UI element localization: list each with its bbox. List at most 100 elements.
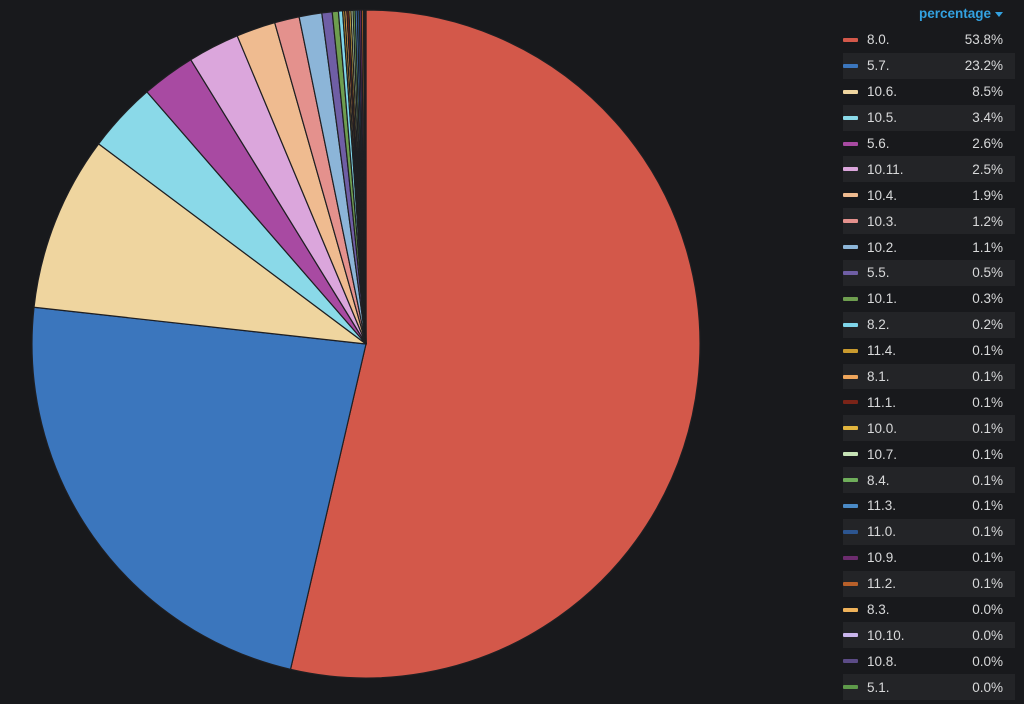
legend-item-label: 11.3. <box>867 498 897 514</box>
legend-swatch-icon <box>843 193 858 198</box>
legend-item-label: 10.9. <box>867 550 898 566</box>
legend-item[interactable]: 11.4. 0.1% <box>843 338 1015 364</box>
legend-swatch-icon <box>843 503 858 508</box>
legend-item[interactable]: 10.6. 8.5% <box>843 79 1015 105</box>
legend-item-label: 5.1. <box>867 679 890 695</box>
legend-swatch-icon <box>843 63 858 68</box>
legend-item[interactable]: 10.2. 1.1% <box>843 234 1015 260</box>
legend-item[interactable]: 10.10. 0.0% <box>843 622 1015 649</box>
legend-item-value: 1.1% <box>972 239 1003 255</box>
legend-swatch-icon <box>843 478 858 483</box>
legend-item[interactable]: 8.0. 53.8% <box>843 27 1015 53</box>
legend-swatch-icon <box>843 374 858 379</box>
legend-item-label: 8.0. <box>867 32 890 48</box>
legend-item-value: 1.9% <box>972 187 1003 203</box>
pie-slice[interactable] <box>31 306 367 670</box>
legend-item-value: 8.5% <box>972 84 1003 100</box>
legend-swatch-icon <box>843 37 858 42</box>
legend-item-value: 0.1% <box>972 576 1003 592</box>
legend-swatch-icon <box>843 555 858 560</box>
legend-swatch-icon <box>843 348 858 353</box>
legend-swatch-icon <box>843 633 858 638</box>
legend-item[interactable]: 10.5. 3.4% <box>843 104 1015 131</box>
legend-swatch-icon <box>843 245 858 250</box>
legend-item-label: 11.0. <box>867 524 897 540</box>
pie-slice[interactable] <box>289 9 701 679</box>
legend-item-value: 0.3% <box>972 291 1003 307</box>
legend-item-value: 23.2% <box>964 58 1003 74</box>
legend-swatch-icon <box>843 581 858 586</box>
legend-item-value: 0.0% <box>972 653 1003 669</box>
legend-swatch-icon <box>843 400 858 405</box>
legend-item[interactable]: 10.7. 0.1% <box>843 441 1015 467</box>
legend-swatch-icon <box>843 219 858 224</box>
legend-item-value: 0.0% <box>972 627 1003 643</box>
legend-swatch-icon <box>843 452 858 457</box>
legend-item-label: 5.6. <box>867 136 890 151</box>
pie-slice[interactable] <box>364 9 367 345</box>
legend-item[interactable]: 5.5. 0.5% <box>843 260 1015 286</box>
pie-chart-svg <box>31 9 701 679</box>
legend-swatch-icon <box>843 296 858 301</box>
legend-item[interactable]: 10.8. 0.0% <box>843 648 1015 674</box>
legend-item[interactable]: 11.0. 0.1% <box>843 518 1015 545</box>
legend-list: 8.0. 53.8% 5.7. 23.2% 10.6. 8.5% 10.5. 3.4% 5.6.… <box>843 27 1015 701</box>
legend-item-label: 11.1. <box>867 394 897 410</box>
legend-item-label: 8.4. <box>867 472 890 488</box>
legend-swatch-icon <box>843 659 858 664</box>
legend-item[interactable]: 5.6. 2.6% <box>843 131 1015 157</box>
legend-item[interactable]: 8.4. 0.1% <box>843 467 1015 494</box>
legend-item-value: 0.1% <box>972 394 1003 410</box>
legend-item[interactable]: 8.3. 0.0% <box>843 597 1015 623</box>
legend-item-value: 0.5% <box>972 265 1003 281</box>
legend-item[interactable]: 10.9. 0.1% <box>843 545 1015 571</box>
legend-item-value: 3.4% <box>972 110 1003 126</box>
legend-swatch-icon <box>843 270 858 275</box>
legend-item-value: 0.1% <box>972 343 1003 359</box>
legend-item-label: 10.2. <box>867 239 898 255</box>
legend-item[interactable]: 8.2. 0.2% <box>843 311 1015 338</box>
legend-item[interactable]: 11.3. 0.1% <box>843 493 1015 519</box>
legend-item-label: 10.0. <box>867 420 898 436</box>
legend-item-label: 10.1. <box>867 291 898 307</box>
legend-item-label: 10.4. <box>867 187 898 203</box>
pie-slice[interactable] <box>33 143 367 345</box>
legend-swatch-icon <box>843 167 858 172</box>
legend-item-label: 5.5. <box>867 265 890 281</box>
legend-item-label: 10.3. <box>867 213 898 229</box>
pie-chart <box>31 9 701 679</box>
legend-item-value: 0.1% <box>972 420 1003 436</box>
legend-item-label: 8.2. <box>867 317 890 333</box>
legend-item-label: 10.8. <box>867 653 898 669</box>
legend-item-value: 1.2% <box>972 213 1003 229</box>
legend-item-value: 0.1% <box>972 524 1003 540</box>
legend-swatch-icon <box>843 607 858 612</box>
legend-item[interactable]: 10.1. 0.3% <box>843 286 1015 312</box>
legend-swatch-icon <box>843 141 858 146</box>
legend-item-label: 10.10. <box>867 627 905 643</box>
legend-item[interactable]: 11.1. 0.1% <box>843 389 1015 415</box>
legend-item-label: 10.11. <box>867 161 904 177</box>
legend-item[interactable]: 10.4. 1.9% <box>843 182 1015 208</box>
legend-item[interactable]: 11.2. 0.1% <box>843 570 1015 597</box>
legend-item[interactable]: 10.3. 1.2% <box>843 208 1015 235</box>
legend-sort-header[interactable]: percentage <box>919 6 1003 21</box>
legend-swatch-icon <box>843 322 858 327</box>
legend-item-value: 0.0% <box>972 602 1003 618</box>
legend-item-label: 11.4. <box>867 343 897 359</box>
legend-item-value: 2.6% <box>972 136 1003 151</box>
legend-item[interactable]: 10.11. 2.5% <box>843 156 1015 183</box>
legend-item-value: 0.1% <box>972 369 1003 385</box>
caret-down-icon <box>995 11 1003 17</box>
legend-item[interactable]: 5.7. 23.2% <box>843 52 1015 79</box>
legend-item[interactable]: 8.1. 0.1% <box>843 363 1015 390</box>
legend-header-label: percentage <box>918 6 991 21</box>
legend-item[interactable]: 5.1. 0.0% <box>843 674 1015 701</box>
legend-swatch-icon <box>843 426 858 431</box>
legend-item-value: 0.1% <box>972 550 1003 566</box>
legend-item-label: 8.3. <box>867 602 890 618</box>
legend-item-value: 2.5% <box>972 161 1003 177</box>
legend-item-value: 0.1% <box>972 498 1003 514</box>
legend-item[interactable]: 10.0. 0.1% <box>843 415 1015 442</box>
legend-item-label: 11.2. <box>867 576 897 592</box>
